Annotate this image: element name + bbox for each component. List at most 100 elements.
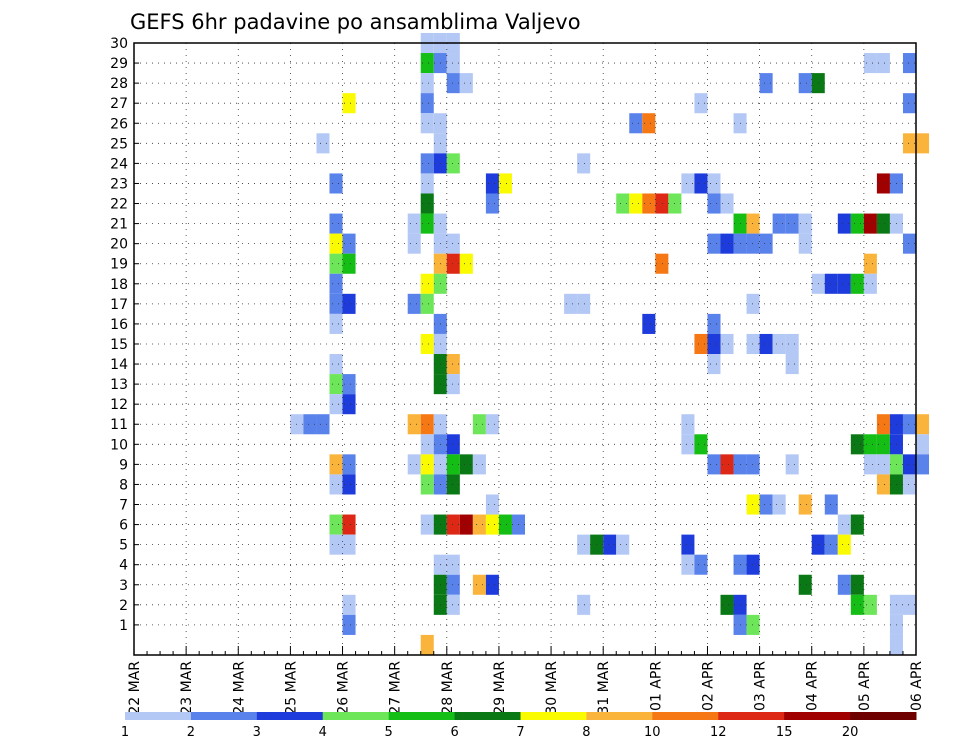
y-tick-label: 14 [110, 357, 128, 373]
colorbar-swatch [784, 712, 851, 720]
y-tick-label: 1 [119, 618, 128, 634]
heatmap-cell [446, 554, 460, 575]
y-tick-label: 21 [110, 217, 128, 233]
heatmap-cell [329, 534, 343, 555]
heatmap-cell [863, 53, 877, 74]
heatmap-cell [420, 53, 434, 74]
y-tick-label: 20 [110, 237, 128, 253]
heatmap-cell [824, 534, 838, 555]
heatmap-cell [498, 514, 512, 535]
colorbar-swatch [256, 712, 324, 720]
heatmap-cell [472, 514, 486, 535]
heatmap-cell [837, 534, 851, 555]
heatmap-cell [420, 173, 434, 194]
y-tick-label: 4 [119, 558, 128, 574]
heatmap-cell [485, 173, 499, 194]
colorbar-label: 3 [253, 725, 261, 740]
heatmap-cell [603, 534, 617, 555]
heatmap-cell [863, 273, 877, 294]
heatmap-cell [785, 333, 799, 355]
heatmap-cell [420, 73, 434, 94]
y-tick-label: 9 [119, 457, 128, 473]
heatmap-cell [916, 434, 930, 455]
y-tick-label: 7 [119, 498, 128, 514]
heatmap-cell [746, 333, 760, 355]
y-tick-label: 12 [110, 397, 128, 413]
heatmap-cell [329, 313, 343, 334]
x-tick-label: 01 APR [648, 661, 664, 711]
heatmap-cell [577, 293, 591, 314]
y-tick-label: 2 [119, 598, 128, 614]
colorbar-label: 2 [187, 725, 195, 740]
heatmap-cell [902, 233, 916, 254]
colorbar-swatch [718, 712, 785, 720]
heatmap-cell [446, 474, 460, 495]
heatmap-cell [446, 454, 460, 475]
heatmap-cell [746, 233, 760, 254]
x-axis: 22 MAR 23 MAR 24 MAR 25 MAR 26 MAR 27 MAR 28 M… [127, 646, 925, 715]
y-tick-label: 29 [110, 56, 128, 72]
heatmap-cell [863, 213, 877, 234]
heatmap-cell [694, 434, 708, 455]
heatmap-cell [446, 253, 460, 274]
heatmap-cell [329, 233, 343, 254]
heatmap-cell [329, 354, 343, 375]
heatmap-cell [342, 454, 356, 475]
heatmap-cell [629, 193, 643, 214]
heatmap-cell [472, 454, 486, 475]
y-tick-label: 17 [110, 297, 128, 313]
heatmap-cell [303, 414, 317, 435]
heatmap-cell [772, 213, 786, 234]
heatmap-cell [850, 574, 864, 595]
heatmap-cell [798, 574, 812, 595]
y-tick-label: 27 [110, 96, 128, 112]
heatmap-cell [694, 554, 708, 575]
heatmap-cell [329, 374, 343, 395]
heatmap-cell [916, 414, 930, 435]
colorbar-swatch [125, 712, 192, 720]
heatmap-cell [420, 474, 434, 495]
heatmap-cell [850, 594, 864, 615]
heatmap-cell [837, 273, 851, 294]
x-tick-label: 05 APR [857, 661, 873, 711]
y-tick-label: 18 [110, 277, 128, 293]
heatmap-cell [420, 213, 434, 234]
heatmap-cell [876, 414, 890, 435]
x-tick-label: 23 MAR [179, 661, 195, 715]
heatmap-cell [720, 193, 734, 214]
heatmap-cell [329, 253, 343, 274]
heatmap-cell [329, 273, 343, 294]
heatmap-cell [785, 354, 799, 375]
heatmap-cell [681, 554, 695, 575]
heatmap-cell [707, 193, 721, 214]
colorbar-label: 5 [385, 725, 393, 740]
heatmap-cell [342, 594, 356, 615]
heatmap-cell [798, 73, 812, 94]
heatmap-cell [342, 514, 356, 535]
colorbar-swatch [520, 712, 587, 720]
heatmap-cell [916, 454, 930, 475]
heatmap-cell [316, 414, 330, 435]
heatmap-cell [420, 193, 434, 214]
heatmap-cell [459, 253, 473, 274]
heatmap-cell [485, 494, 499, 515]
heatmap-cell [316, 133, 330, 154]
heatmap-cell [329, 213, 343, 234]
x-tick-label: 27 MAR [388, 661, 404, 715]
heatmap-cell [876, 173, 890, 194]
heatmap-cell [876, 474, 890, 495]
colorbar-label: 1 [121, 725, 129, 740]
heatmap-cell [564, 293, 578, 314]
heatmap-cell [485, 514, 499, 535]
heatmap-cell [772, 494, 786, 515]
heatmap-cell [329, 293, 343, 314]
y-tick-label: 11 [110, 417, 128, 433]
heatmap-cell [420, 333, 434, 355]
heatmap-cell [420, 273, 434, 294]
heatmap-cell [902, 454, 916, 475]
heatmap-cell [902, 93, 916, 114]
heatmap-cell [824, 273, 838, 294]
heatmap-cell [446, 594, 460, 615]
y-tick-label: 10 [110, 437, 128, 453]
heatmap-cell [459, 454, 473, 475]
